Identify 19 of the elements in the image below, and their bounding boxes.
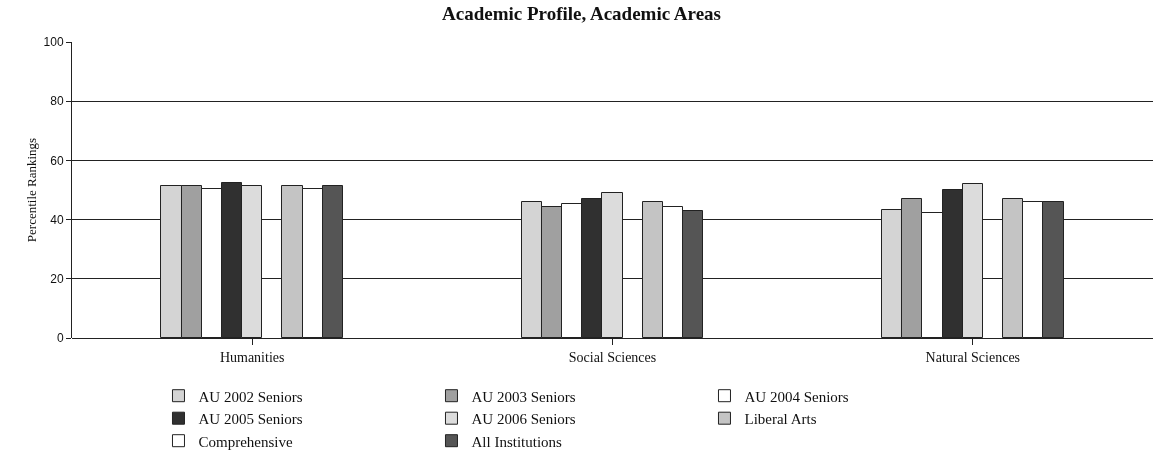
y-axis-title: Percentile Rankings xyxy=(24,137,39,243)
y-tick-label: 0 xyxy=(56,331,64,346)
y-tick-label: 80 xyxy=(50,94,64,109)
legend-label: AU 2005 Seniors xyxy=(198,411,303,428)
legend-label: AU 2006 Seniors xyxy=(471,411,576,428)
legend-label: AU 2004 Seniors xyxy=(744,388,849,405)
chart-title: Academic Profile, Academic Areas xyxy=(442,3,721,25)
y-tick-label: 60 xyxy=(50,153,64,168)
legend-label: Comprehensive xyxy=(198,433,293,450)
legend-label: AU 2002 Seniors xyxy=(198,388,303,405)
x-tick-label: Natural Sciences xyxy=(925,349,1021,365)
y-tick-label: 20 xyxy=(50,272,64,286)
legend-label: Liberal Arts xyxy=(744,411,817,428)
legend-label: All Institutions xyxy=(471,433,563,450)
x-tick-label: Social Sciences xyxy=(568,349,657,365)
y-tick-label: 40 xyxy=(50,212,64,227)
y-tick-label: 100 xyxy=(43,35,64,50)
legend-label: AU 2003 Seniors xyxy=(471,388,576,405)
x-tick-label: Humanities xyxy=(219,349,285,365)
